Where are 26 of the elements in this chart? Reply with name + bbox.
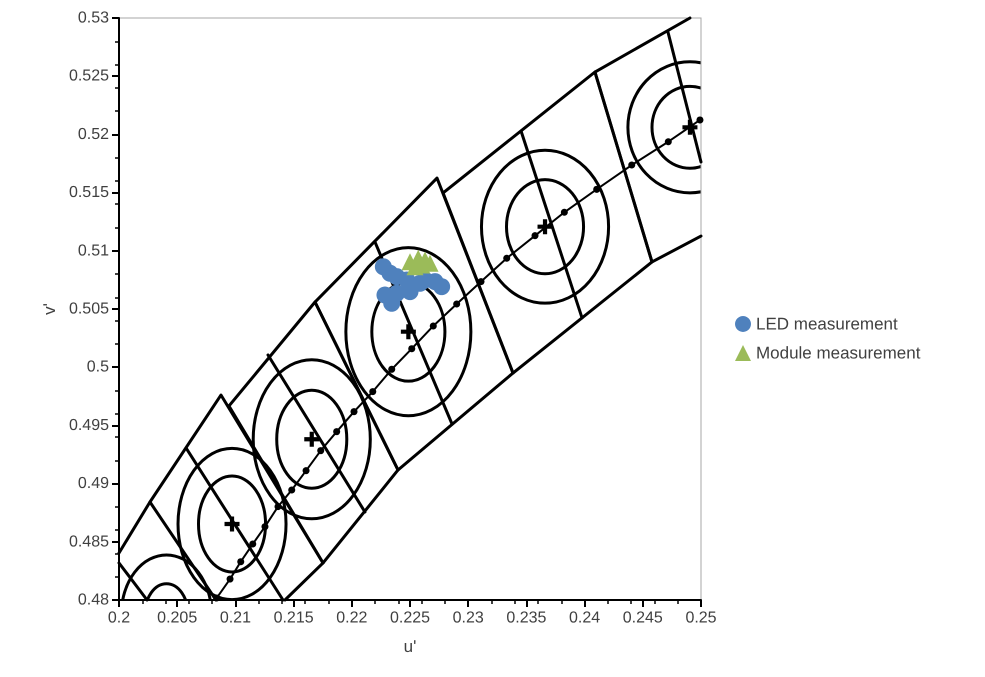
y-tick-label: 0.53 xyxy=(78,10,110,26)
x-tick-label: 0.2 xyxy=(108,610,130,626)
y-tick-label: 0.505 xyxy=(68,300,110,318)
y-tick-label: 0.49 xyxy=(78,475,110,492)
x-tick-label: 0.22 xyxy=(336,610,368,626)
x-tick-label: 0.25 xyxy=(685,610,717,626)
x-tick-label: 0.23 xyxy=(452,610,484,626)
legend-label: LED measurement xyxy=(756,314,898,334)
y-tick-label: 0.515 xyxy=(68,184,110,202)
x-tick-label: 0.205 xyxy=(157,610,198,626)
y-tick-label: 0.525 xyxy=(68,68,110,85)
y-tick-label: 0.52 xyxy=(78,126,110,143)
x-tick-label: 0.21 xyxy=(220,610,252,626)
y-tick-label: 0.495 xyxy=(68,416,110,434)
x-tick-label: 0.24 xyxy=(569,610,600,626)
y-tick-label: 0.485 xyxy=(68,533,110,550)
x-axis-title: u' xyxy=(404,637,416,656)
x-tick-label: 0.235 xyxy=(506,610,547,626)
x-tick-label: 0.225 xyxy=(390,610,430,626)
y-axis-title: v' xyxy=(40,303,60,315)
x-tick-label: 0.215 xyxy=(274,610,314,626)
legend-label: Module measurement xyxy=(756,344,921,362)
y-tick-label: 0.5 xyxy=(86,358,110,376)
y-tick-label: 0.48 xyxy=(78,592,110,608)
x-tick-label: 0.245 xyxy=(622,610,663,626)
y-tick-label: 0.51 xyxy=(78,242,110,260)
